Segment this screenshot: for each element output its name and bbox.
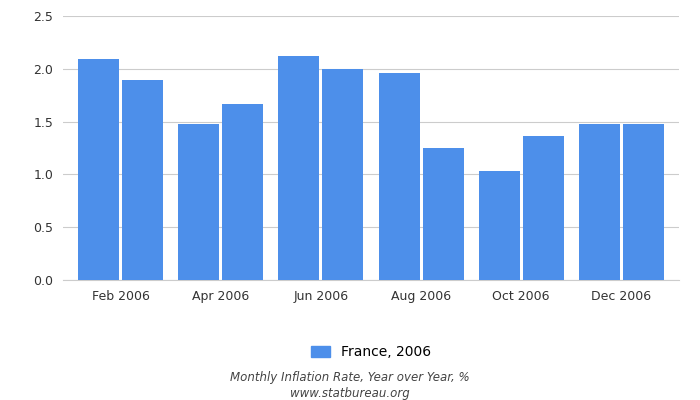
Bar — [479, 171, 519, 280]
Bar — [379, 73, 419, 280]
Bar — [279, 56, 319, 280]
Bar — [178, 124, 219, 280]
Bar — [579, 124, 620, 280]
Bar — [623, 124, 664, 280]
Bar — [423, 148, 463, 280]
Bar — [223, 104, 263, 280]
Text: Monthly Inflation Rate, Year over Year, %: Monthly Inflation Rate, Year over Year, … — [230, 372, 470, 384]
Bar — [122, 80, 163, 280]
Legend: France, 2006: France, 2006 — [305, 340, 437, 365]
Text: www.statbureau.org: www.statbureau.org — [290, 388, 410, 400]
Bar — [523, 136, 564, 280]
Bar — [323, 69, 363, 280]
Bar — [78, 59, 119, 280]
